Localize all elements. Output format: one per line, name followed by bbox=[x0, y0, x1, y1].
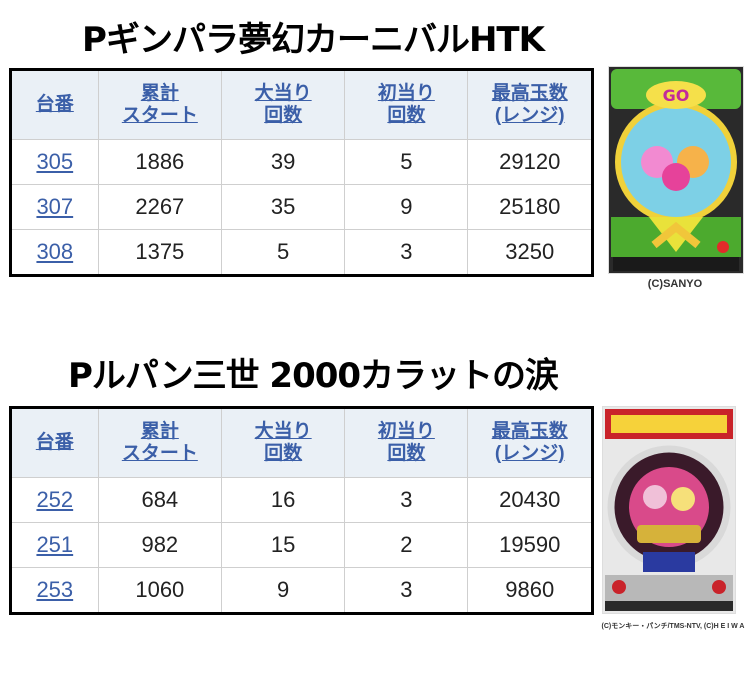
header-line: 累計 bbox=[140, 421, 179, 442]
header-jackpots[interactable]: 大当り 回数 bbox=[221, 69, 346, 140]
total-start-cell: 1375 bbox=[97, 229, 223, 276]
jackpots-cell: 9 bbox=[221, 567, 346, 614]
copyright-credit: (C)モンキー・パンチ/TMS-NTV, (C)H E I W A bbox=[601, 623, 745, 630]
header-total-start[interactable]: 累計 スタート bbox=[97, 407, 223, 478]
machine-image-lupin bbox=[602, 406, 736, 614]
machine-illustration bbox=[603, 407, 735, 613]
max-balls-cell: 3250 bbox=[467, 229, 593, 276]
jackpots-cell: 39 bbox=[221, 139, 346, 185]
machine-illustration: GO bbox=[609, 67, 743, 273]
header-line: スタート bbox=[121, 105, 198, 126]
jackpots-cell: 16 bbox=[221, 477, 346, 523]
header-machine-no[interactable]: 台番 bbox=[10, 407, 99, 478]
header-line: (レンジ) bbox=[494, 105, 565, 126]
stats-table: 台番 累計 スタート 大当り 回数 初当り 回数 最高玉数 (レンジ) 252 684 … bbox=[9, 406, 594, 615]
sort-link-jackpots[interactable]: 大当り 回数 bbox=[255, 83, 312, 126]
total-start-cell: 2267 bbox=[97, 184, 223, 230]
sort-link-total-start[interactable]: 累計 スタート bbox=[122, 421, 198, 464]
machine-no-cell[interactable]: 253 bbox=[10, 567, 99, 614]
sort-link-machine-no[interactable]: 台番 bbox=[35, 432, 74, 453]
machine-no-cell[interactable]: 251 bbox=[10, 522, 99, 568]
header-line: 最高玉数 bbox=[491, 83, 568, 104]
header-line: 大当り bbox=[254, 421, 312, 442]
total-start-cell: 1060 bbox=[97, 567, 223, 614]
table-row: 307 2267 35 9 25180 bbox=[10, 184, 593, 230]
stats-table: 台番 累計 スタート 大当り 回数 初当り 回数 最高玉数 (レンジ) 305 1886… bbox=[9, 68, 594, 277]
sort-link-first-hits[interactable]: 初当り 回数 bbox=[378, 421, 435, 464]
max-balls-cell: 9860 bbox=[467, 567, 593, 614]
table-header-row: 台番 累計 スタート 大当り 回数 初当り 回数 最高玉数 (レンジ) bbox=[10, 407, 593, 478]
jackpots-cell: 35 bbox=[221, 184, 346, 230]
header-line: 回数 bbox=[387, 105, 426, 126]
sort-link-first-hits[interactable]: 初当り 回数 bbox=[378, 83, 435, 126]
header-line: スタート bbox=[121, 443, 198, 464]
total-start-cell: 982 bbox=[97, 522, 223, 568]
sort-link-jackpots[interactable]: 大当り 回数 bbox=[255, 421, 312, 464]
header-line: 大当り bbox=[254, 83, 312, 104]
header-max-balls[interactable]: 最高玉数 (レンジ) bbox=[467, 69, 593, 140]
first-hits-cell: 5 bbox=[344, 139, 469, 185]
header-first-hits[interactable]: 初当り 回数 bbox=[344, 69, 469, 140]
first-hits-cell: 2 bbox=[344, 522, 469, 568]
table-row: 305 1886 39 5 29120 bbox=[10, 139, 593, 185]
sort-link-machine-no[interactable]: 台番 bbox=[35, 94, 74, 115]
machine-section-2: Pルパン三世 2000カラットの涙 台番 累計 スタート 大当り 回数 初当り 回数 … bbox=[0, 340, 750, 640]
header-line: 最高玉数 bbox=[491, 421, 568, 442]
machine-no-link[interactable]: 251 bbox=[36, 532, 74, 557]
table-row: 252 684 16 3 20430 bbox=[10, 477, 593, 523]
svg-text:GO: GO bbox=[663, 86, 690, 105]
machine-title: Pギンパラ夢幻カーニバルHTK bbox=[82, 20, 545, 60]
header-jackpots[interactable]: 大当り 回数 bbox=[221, 407, 346, 478]
table-row: 251 982 15 2 19590 bbox=[10, 522, 593, 568]
first-hits-cell: 9 bbox=[344, 184, 469, 230]
machine-no-link[interactable]: 308 bbox=[36, 239, 74, 264]
header-line: 回数 bbox=[264, 443, 303, 464]
max-balls-cell: 19590 bbox=[467, 522, 593, 568]
header-first-hits[interactable]: 初当り 回数 bbox=[344, 407, 469, 478]
table-header-row: 台番 累計 スタート 大当り 回数 初当り 回数 最高玉数 (レンジ) bbox=[10, 69, 593, 140]
machine-no-cell[interactable]: 305 bbox=[10, 139, 99, 185]
machine-no-cell[interactable]: 308 bbox=[10, 229, 99, 276]
machine-no-link[interactable]: 305 bbox=[36, 149, 74, 174]
machine-no-link[interactable]: 252 bbox=[36, 487, 74, 512]
machine-section-1: Pギンパラ夢幻カーニバルHTK 台番 累計 スタート 大当り 回数 初当り 回数 最高… bbox=[0, 0, 750, 300]
machine-no-link[interactable]: 253 bbox=[36, 577, 74, 602]
copyright-credit: (C)SANYO bbox=[647, 278, 703, 290]
machine-no-cell[interactable]: 307 bbox=[10, 184, 99, 230]
total-start-cell: 1886 bbox=[97, 139, 223, 185]
machine-image-ginpara: GO bbox=[608, 66, 744, 274]
machine-no-cell[interactable]: 252 bbox=[10, 477, 99, 523]
first-hits-cell: 3 bbox=[344, 567, 469, 614]
jackpots-cell: 5 bbox=[221, 229, 346, 276]
sort-link-max-balls[interactable]: 最高玉数 (レンジ) bbox=[492, 83, 568, 126]
first-hits-cell: 3 bbox=[344, 477, 469, 523]
sort-link-total-start[interactable]: 累計 スタート bbox=[122, 83, 198, 126]
sort-link-max-balls[interactable]: 最高玉数 (レンジ) bbox=[492, 421, 568, 464]
max-balls-cell: 25180 bbox=[467, 184, 593, 230]
machine-no-link[interactable]: 307 bbox=[36, 194, 74, 219]
first-hits-cell: 3 bbox=[344, 229, 469, 276]
header-line: 回数 bbox=[387, 443, 426, 464]
max-balls-cell: 29120 bbox=[467, 139, 593, 185]
machine-title: Pルパン三世 2000カラットの涙 bbox=[67, 356, 559, 396]
max-balls-cell: 20430 bbox=[467, 477, 593, 523]
jackpots-cell: 15 bbox=[221, 522, 346, 568]
header-line: 初当り bbox=[377, 83, 435, 104]
table-row: 253 1060 9 3 9860 bbox=[10, 567, 593, 614]
total-start-cell: 684 bbox=[97, 477, 223, 523]
header-line: 初当り bbox=[377, 421, 435, 442]
header-line: 回数 bbox=[264, 105, 303, 126]
header-line: (レンジ) bbox=[494, 443, 565, 464]
header-machine-no[interactable]: 台番 bbox=[10, 69, 99, 140]
header-max-balls[interactable]: 最高玉数 (レンジ) bbox=[467, 407, 593, 478]
header-total-start[interactable]: 累計 スタート bbox=[97, 69, 223, 140]
table-row: 308 1375 5 3 3250 bbox=[10, 229, 593, 276]
header-line: 累計 bbox=[140, 83, 179, 104]
